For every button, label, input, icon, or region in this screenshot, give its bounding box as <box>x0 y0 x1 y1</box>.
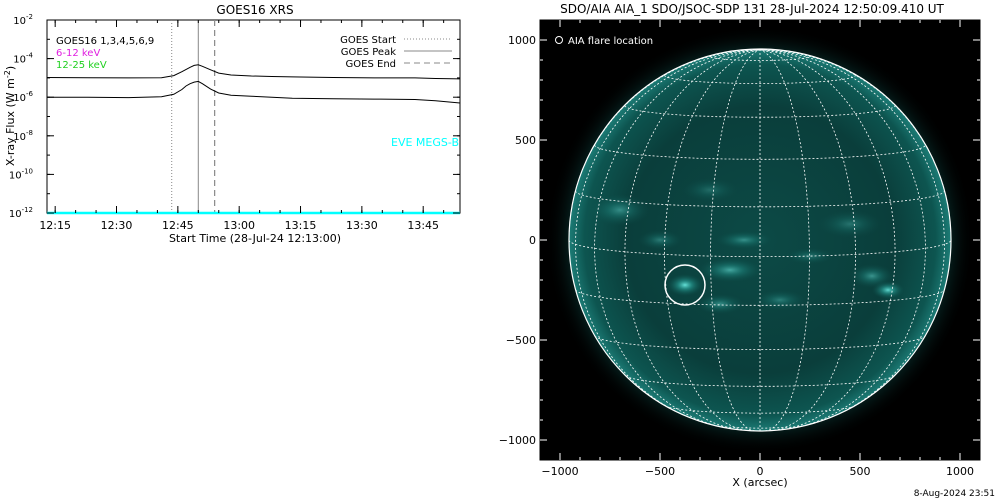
active-regions <box>590 178 904 314</box>
goes-x-tick-label: 12:15 <box>39 219 71 232</box>
goes-legend-left-entry: 12-25 keV <box>56 60 107 71</box>
aia-x-tick-label: 0 <box>757 465 764 478</box>
active-region-glow <box>638 230 682 250</box>
goes-x-axis: 12:15 12:30 12:45 13:00 13:15 13:30 13:45 <box>39 20 445 232</box>
goes-series <box>46 64 461 215</box>
aia-y-tick-label: 500 <box>515 134 536 147</box>
longitude-gridline <box>759 49 926 429</box>
goes-x-tick-label: 12:45 <box>162 219 194 232</box>
aia-x-axis-label: X (arcsec) <box>732 476 787 489</box>
solar-limb <box>568 48 952 432</box>
longitude-gridline <box>759 49 856 431</box>
goes-series-line-1 <box>47 80 461 104</box>
active-region-glow <box>716 231 772 249</box>
goes-y-tick-label: 10-8 <box>13 129 33 143</box>
heliographic-grid <box>569 49 951 431</box>
goes-x-tick-label: 12:30 <box>101 219 133 232</box>
active-region-glow <box>818 210 882 238</box>
longitude-gridline <box>594 49 761 429</box>
active-region-glow <box>754 290 806 310</box>
aia-panel: SDO/AIA AIA_1 SDO/JSOC-SDP 131 28-Jul-20… <box>499 2 981 489</box>
longitude-gridline <box>624 49 761 431</box>
goes-y-tick-label: 10-12 <box>9 206 33 220</box>
latitude-gridline <box>575 289 945 306</box>
goes-y-tick-label: 10-10 <box>9 167 33 181</box>
longitude-gridline <box>759 49 810 431</box>
goes-x-tick-label: 13:30 <box>346 219 378 232</box>
aia-image-title: SDO/AIA AIA_1 SDO/JSOC-SDP 131 28-Jul-20… <box>560 2 944 16</box>
active-region-glow <box>667 274 703 296</box>
goes-y-axis-label: X-ray Flux (W m-2) <box>3 66 17 166</box>
goes-legend-left-entry: 6-12 keV <box>56 48 100 59</box>
goes-x-tick-label: 13:15 <box>285 219 317 232</box>
goes-x-axis-label: Start Time (28-Jul-24 12:13:00) <box>169 232 341 245</box>
aia-x-tick-label: −500 <box>645 465 675 478</box>
goes-y-tick-label: 10-2 <box>13 13 33 27</box>
aia-x-axis: −1000 −500 0 500 1000 <box>541 20 974 478</box>
active-region-glow <box>850 264 894 288</box>
goes-panel: GOES16 XRS 10-12 10-10 10-8 10-6 10-4 10-2 12… <box>3 3 461 245</box>
legend-circle-icon <box>555 36 563 44</box>
aia-y-tick-label: 0 <box>529 234 536 247</box>
goes-series-line-0 <box>46 64 461 80</box>
longitude-gridline <box>664 49 761 431</box>
aia-x-tick-label: 1000 <box>946 465 974 478</box>
goes-x-tick-label: 13:00 <box>223 219 255 232</box>
active-region-glow <box>698 258 762 282</box>
aia-x-tick-label: −1000 <box>541 465 578 478</box>
active-region-glow <box>682 178 738 202</box>
aia-y-tick-label: −1000 <box>499 434 536 447</box>
goes-chart-title: GOES16 XRS <box>216 3 293 17</box>
goes-legend-right-entry: GOES Start <box>340 35 396 46</box>
goes-y-axis: 10-12 10-10 10-8 10-6 10-4 10-2 <box>9 13 460 220</box>
footer-timestamp: 8-Aug-2024 23:51 <box>914 489 995 499</box>
longitude-gridline <box>759 49 945 422</box>
longitude-gridline <box>759 49 896 431</box>
goes-legend-left-entry: GOES16 1,3,4,5,6,9 <box>56 36 154 47</box>
active-region-glow <box>590 194 650 226</box>
aia-legend-label: AIA flare location <box>568 36 653 47</box>
goes-y-tick-label: 10-4 <box>13 52 33 66</box>
active-region-glow <box>696 294 744 314</box>
eve-megs-label: EVE MEGS-B <box>391 136 459 149</box>
goes-plot-frame <box>46 19 461 214</box>
goes-legend-right-entry: GOES Peak <box>341 47 396 58</box>
longitude-gridline <box>575 49 761 422</box>
aia-y-tick-label: −500 <box>506 334 536 347</box>
flare-location-marker <box>664 264 706 306</box>
longitude-gridline <box>710 49 761 431</box>
aia-y-tick-label: 1000 <box>508 34 536 47</box>
active-region-glow <box>786 248 834 264</box>
latitude-gridline <box>665 405 855 414</box>
goes-event-lines <box>171 20 216 213</box>
latitude-gridline <box>569 239 951 258</box>
goes-x-tick-label: 13:45 <box>407 219 439 232</box>
aia-y-axis: −1000 −500 0 500 1000 <box>499 34 980 447</box>
goes-y-tick-label: 10-6 <box>13 90 33 104</box>
goes-legend-right-entry: GOES End <box>346 59 396 70</box>
aia-x-tick-label: 500 <box>850 465 871 478</box>
